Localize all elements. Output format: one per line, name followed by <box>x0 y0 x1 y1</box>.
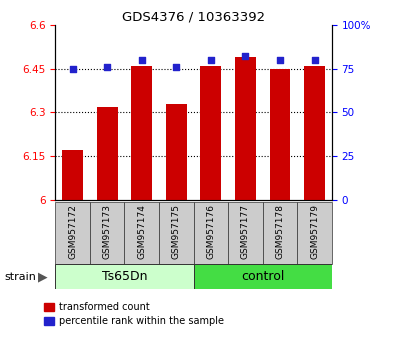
Point <box>242 53 248 59</box>
Text: GSM957174: GSM957174 <box>137 204 146 259</box>
Title: GDS4376 / 10363392: GDS4376 / 10363392 <box>122 11 265 24</box>
Text: GSM957175: GSM957175 <box>172 204 181 259</box>
Bar <box>201 65 221 200</box>
Bar <box>228 202 263 264</box>
Bar <box>194 264 332 289</box>
Bar <box>166 104 187 200</box>
Text: GSM957178: GSM957178 <box>275 204 284 259</box>
Text: GSM957179: GSM957179 <box>310 204 319 259</box>
Text: GSM957176: GSM957176 <box>206 204 215 259</box>
Bar <box>97 107 118 200</box>
Legend: transformed count, percentile rank within the sample: transformed count, percentile rank withi… <box>44 302 224 326</box>
Text: ▶: ▶ <box>38 271 47 284</box>
Point <box>208 57 214 63</box>
Text: strain: strain <box>4 272 36 282</box>
Bar <box>269 69 290 200</box>
Text: control: control <box>241 270 284 283</box>
Point <box>277 57 283 63</box>
Point <box>173 64 179 70</box>
Text: GSM957177: GSM957177 <box>241 204 250 259</box>
Bar <box>90 202 124 264</box>
Point <box>139 57 145 63</box>
Bar <box>131 65 152 200</box>
Bar <box>304 65 325 200</box>
Bar <box>62 150 83 200</box>
Text: GSM957173: GSM957173 <box>103 204 112 259</box>
Bar <box>55 264 194 289</box>
Text: GSM957172: GSM957172 <box>68 204 77 259</box>
Bar <box>263 202 297 264</box>
Bar <box>124 202 159 264</box>
Point <box>311 57 318 63</box>
Bar <box>297 202 332 264</box>
Bar <box>159 202 194 264</box>
Bar <box>235 57 256 200</box>
Point <box>104 64 110 70</box>
Bar <box>55 202 90 264</box>
Point <box>70 66 76 72</box>
Bar <box>194 202 228 264</box>
Text: Ts65Dn: Ts65Dn <box>102 270 147 283</box>
